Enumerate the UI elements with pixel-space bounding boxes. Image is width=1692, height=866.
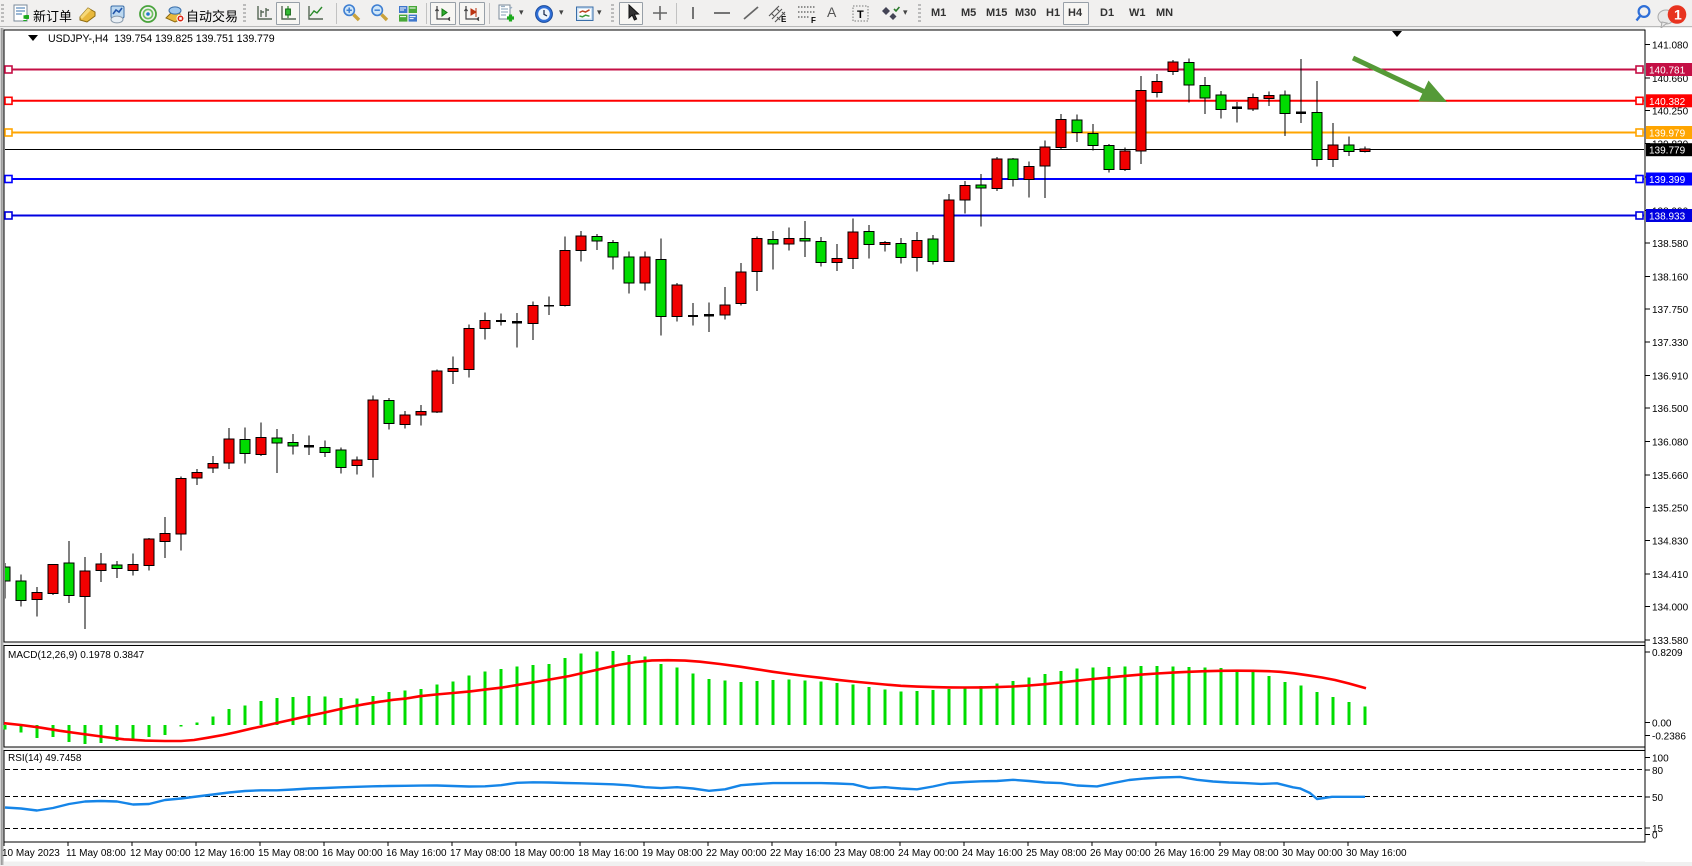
svg-text:11 May 08:00: 11 May 08:00 — [66, 848, 126, 859]
svg-text:141.080: 141.080 — [1652, 40, 1689, 51]
svg-text:0.8209: 0.8209 — [1652, 648, 1683, 659]
svg-text:25 May 08:00: 25 May 08:00 — [1026, 848, 1087, 859]
svg-text:26 May 00:00: 26 May 00:00 — [1090, 848, 1151, 859]
svg-text:30 May 16:00: 30 May 16:00 — [1346, 848, 1407, 859]
svg-text:138.160: 138.160 — [1652, 272, 1689, 283]
svg-text:138.580: 138.580 — [1652, 239, 1689, 250]
svg-text:134.000: 134.000 — [1652, 603, 1689, 614]
svg-text:10 May 2023: 10 May 2023 — [2, 848, 60, 859]
svg-text:23 May 08:00: 23 May 08:00 — [834, 848, 895, 859]
svg-text:134.830: 134.830 — [1652, 537, 1689, 548]
svg-text:MACD(12,26,9) 0.1978 0.3847: MACD(12,26,9) 0.1978 0.3847 — [8, 650, 145, 661]
svg-text:0: 0 — [1652, 831, 1658, 842]
svg-text:140.382: 140.382 — [1649, 97, 1686, 108]
svg-text:136.500: 136.500 — [1652, 404, 1689, 415]
svg-text:19 May 08:00: 19 May 08:00 — [642, 848, 703, 859]
svg-text:137.330: 137.330 — [1652, 338, 1689, 349]
svg-text:139.399: 139.399 — [1649, 175, 1686, 186]
svg-text:22 May 16:00: 22 May 16:00 — [770, 848, 831, 859]
svg-text:24 May 16:00: 24 May 16:00 — [962, 848, 1023, 859]
svg-text:USDJPY-,H4 139.754 139.825 13: USDJPY-,H4 139.754 139.825 139.751 139.7… — [48, 33, 275, 45]
svg-text:16 May 16:00: 16 May 16:00 — [386, 848, 447, 859]
svg-text:17 May 08:00: 17 May 08:00 — [450, 848, 511, 859]
svg-text:80: 80 — [1652, 766, 1664, 777]
svg-text:140.250: 140.250 — [1652, 106, 1689, 117]
svg-text:15: 15 — [1652, 824, 1664, 835]
svg-text:24 May 00:00: 24 May 00:00 — [898, 848, 959, 859]
svg-text:F: F — [811, 16, 816, 24]
svg-text:E: E — [781, 15, 787, 24]
svg-text:-0.2386: -0.2386 — [1652, 731, 1686, 742]
svg-text:140.781: 140.781 — [1649, 66, 1686, 77]
svg-text:30 May 00:00: 30 May 00:00 — [1282, 848, 1343, 859]
svg-text:136.910: 136.910 — [1652, 372, 1689, 383]
svg-text:135.250: 135.250 — [1652, 503, 1689, 514]
svg-text:50: 50 — [1652, 793, 1664, 804]
svg-text:134.410: 134.410 — [1652, 570, 1689, 581]
svg-text:22 May 00:00: 22 May 00:00 — [706, 848, 767, 859]
svg-text:139.779: 139.779 — [1649, 146, 1686, 157]
svg-text:16 May 00:00: 16 May 00:00 — [322, 848, 383, 859]
svg-text:RSI(14) 49.7458: RSI(14) 49.7458 — [8, 753, 82, 764]
svg-text:12 May 16:00: 12 May 16:00 — [194, 848, 255, 859]
svg-text:18 May 00:00: 18 May 00:00 — [514, 848, 575, 859]
svg-text:136.080: 136.080 — [1652, 438, 1689, 449]
svg-text:0.00: 0.00 — [1652, 719, 1672, 730]
svg-text:140.660: 140.660 — [1652, 74, 1689, 85]
svg-text:138.933: 138.933 — [1649, 212, 1686, 223]
svg-text:18 May 16:00: 18 May 16:00 — [578, 848, 639, 859]
svg-text:26 May 16:00: 26 May 16:00 — [1154, 848, 1215, 859]
svg-text:139.979: 139.979 — [1649, 129, 1686, 140]
svg-text:1: 1 — [1674, 7, 1682, 23]
svg-text:12 May 00:00: 12 May 00:00 — [130, 848, 191, 859]
svg-text:29 May 08:00: 29 May 08:00 — [1218, 848, 1279, 859]
svg-text:100: 100 — [1652, 754, 1669, 765]
svg-text:135.660: 135.660 — [1652, 471, 1689, 482]
svg-text:137.750: 137.750 — [1652, 305, 1689, 316]
svg-text:133.580: 133.580 — [1652, 636, 1689, 647]
svg-text:T: T — [857, 9, 864, 21]
svg-text:15 May 08:00: 15 May 08:00 — [258, 848, 319, 859]
